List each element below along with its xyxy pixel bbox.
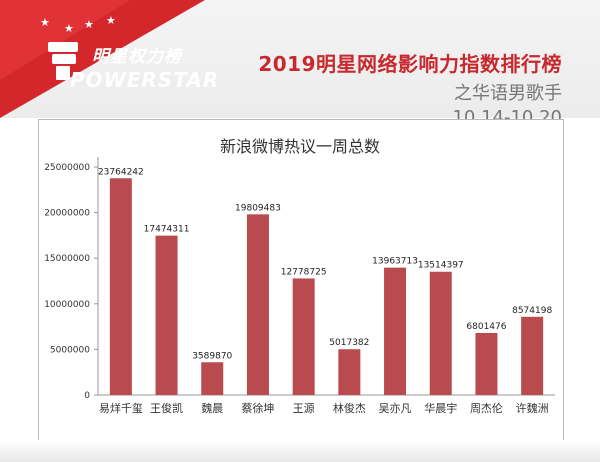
data-label: 5017382: [329, 338, 369, 348]
bar: [384, 267, 407, 395]
data-label: 3589870: [192, 351, 232, 361]
logo-text-en: POWERSTAR: [70, 68, 220, 92]
star-icon: ★: [64, 22, 74, 35]
chart-title: 新浪微博热议一周总数: [219, 137, 380, 156]
bar: [155, 235, 178, 395]
data-label: 12778725: [281, 267, 327, 277]
bar: [109, 178, 132, 395]
data-label: 23764242: [98, 167, 144, 177]
powerstar-logo: ★ ★ ★ ★ 明星权力榜 POWERSTAR: [22, 14, 218, 104]
x-tick-label: 吴亦凡: [379, 401, 412, 415]
bar: [201, 362, 224, 395]
ranking-title: 2019明星网络影响力指数排行榜: [258, 52, 562, 76]
bar: [338, 349, 361, 395]
y-tick-label: 25000000: [44, 163, 90, 173]
logo-text-cn: 明星权力榜: [92, 47, 182, 67]
x-tick-label: 林俊杰: [333, 401, 366, 415]
bar: [475, 332, 498, 395]
x-tick-label: 易烊千玺: [99, 401, 143, 415]
bar: [292, 278, 315, 395]
bar: [246, 214, 269, 395]
y-tick-label: 0: [84, 391, 90, 401]
data-label: 6801476: [466, 322, 506, 332]
x-tick-label: 许魏洲: [516, 401, 549, 415]
x-tick-label: 周杰伦: [470, 401, 503, 415]
ranking-subtitle: 之华语男歌手: [454, 83, 562, 104]
star-icon: ★: [84, 18, 94, 31]
y-tick-label: 5000000: [50, 345, 90, 355]
x-tick-label: 蔡徐坤: [241, 401, 274, 415]
y-tick-label: 15000000: [44, 254, 90, 264]
star-icon: ★: [106, 14, 116, 27]
star-icon: ★: [40, 16, 50, 29]
x-tick-label: 王俊凯: [150, 401, 183, 415]
data-label: 17474311: [144, 225, 190, 235]
x-tick-label: 王源: [293, 401, 315, 415]
data-label: 8574198: [512, 306, 552, 316]
data-label: 13514397: [418, 261, 464, 271]
x-tick-label: 魏晨: [201, 401, 223, 415]
data-label: 13963713: [372, 257, 418, 267]
bar: [429, 271, 452, 395]
fist-icon: [48, 42, 78, 80]
footer-shadow: [0, 440, 600, 462]
y-tick-label: 10000000: [44, 300, 90, 310]
header-banner: ★ ★ ★ ★ 明星权力榜 POWERSTAR 2019明星网络影响力指数排行榜…: [0, 0, 600, 128]
x-tick-label: 华晨宇: [424, 401, 457, 415]
y-tick-label: 20000000: [44, 209, 90, 219]
data-label: 19809483: [235, 203, 281, 213]
bar: [521, 316, 544, 395]
